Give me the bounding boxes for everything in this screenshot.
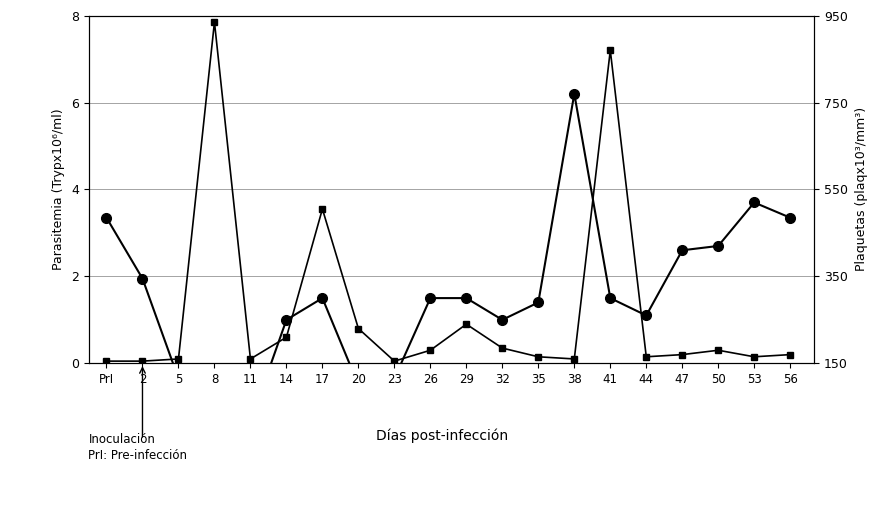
Y-axis label: Plaquetas (plaqx10³/mm³): Plaquetas (plaqx10³/mm³) xyxy=(855,107,868,271)
Y-axis label: Parasitemia (Trypx10⁶/ml): Parasitemia (Trypx10⁶/ml) xyxy=(52,108,65,270)
Text: PrI: Pre-infección: PrI: Pre-infección xyxy=(88,449,188,462)
Text: Días post-infección: Días post-infección xyxy=(376,428,509,443)
Text: Inoculación: Inoculación xyxy=(88,433,156,446)
